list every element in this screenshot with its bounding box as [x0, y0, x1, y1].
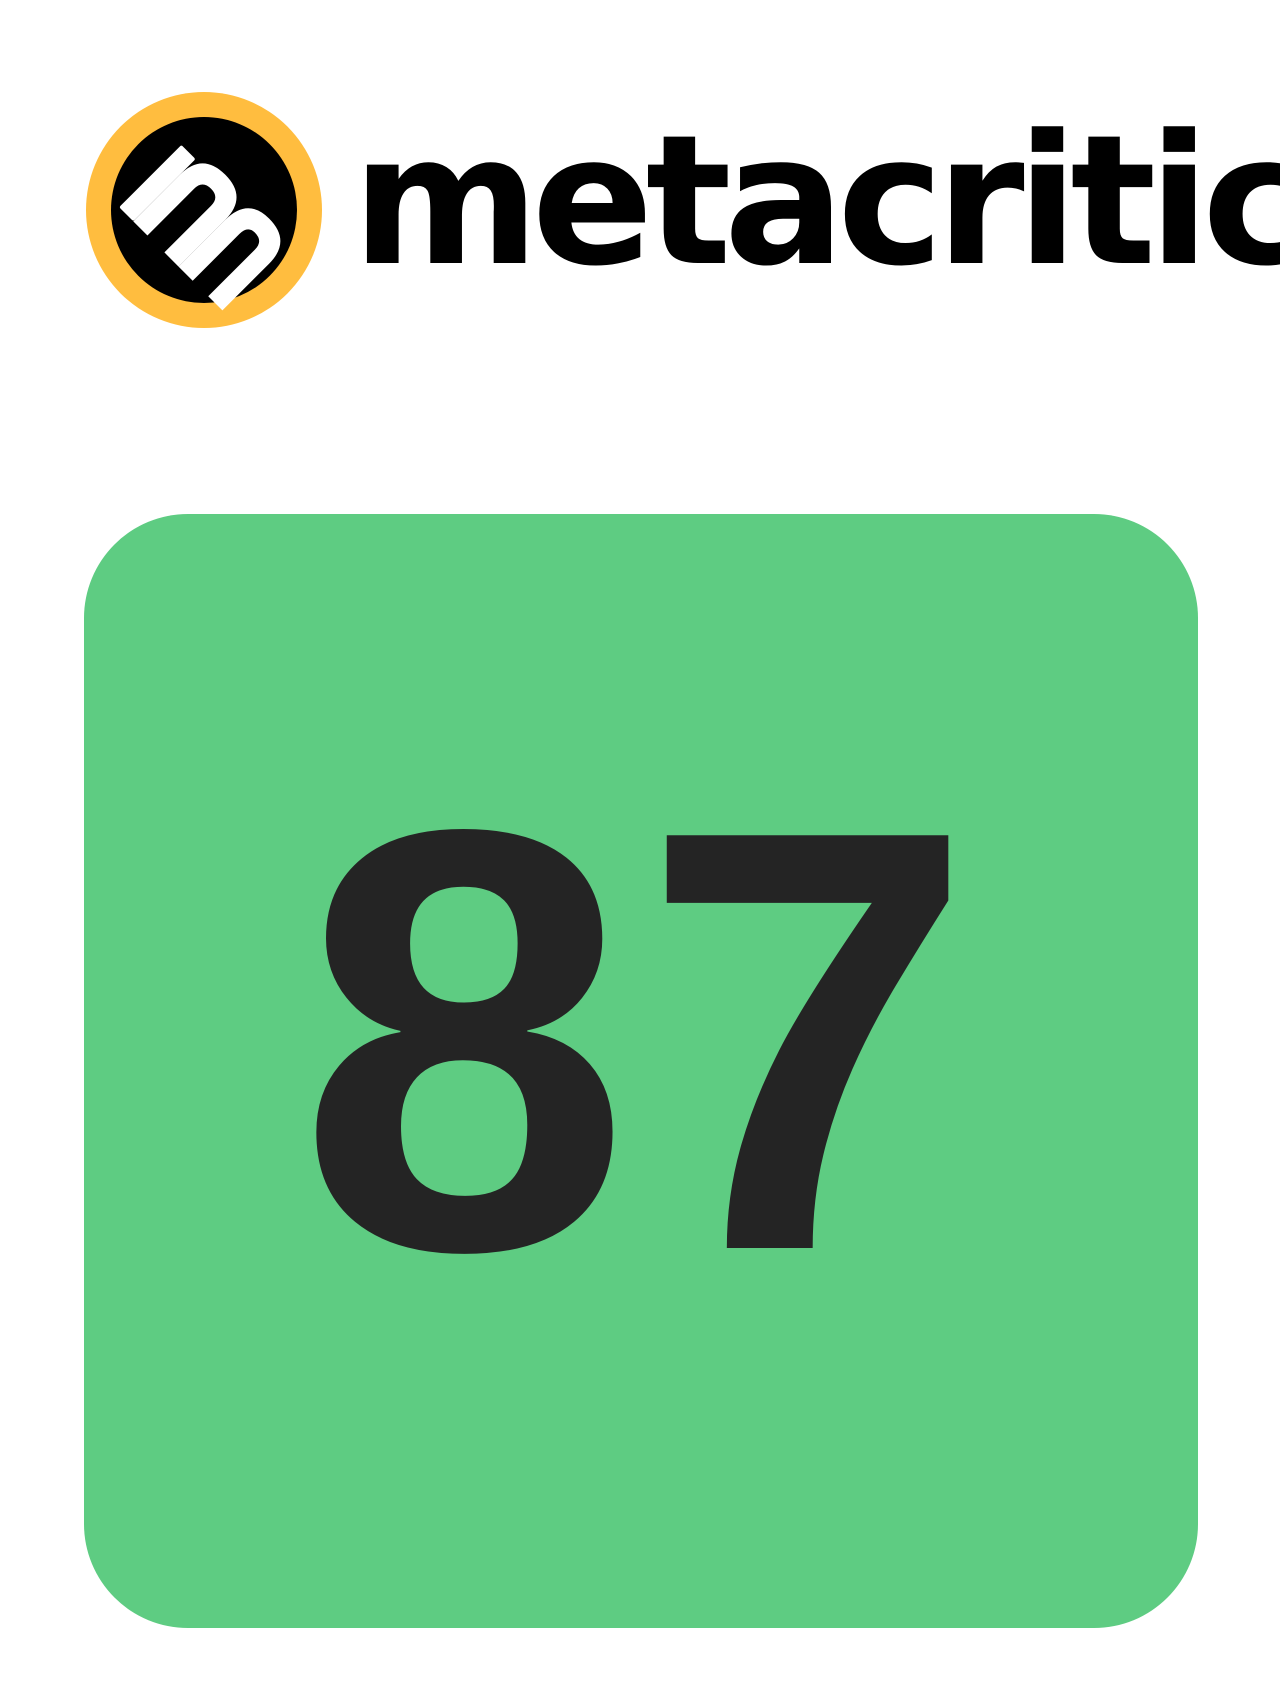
metascore-badge: 87	[84, 514, 1198, 1628]
metacritic-wordmark: metacritic	[352, 97, 1280, 306]
metacritic-brand: metacritic	[86, 90, 1280, 330]
metacritic-m-icon	[86, 92, 322, 328]
metascore-value: 87	[297, 706, 985, 1376]
